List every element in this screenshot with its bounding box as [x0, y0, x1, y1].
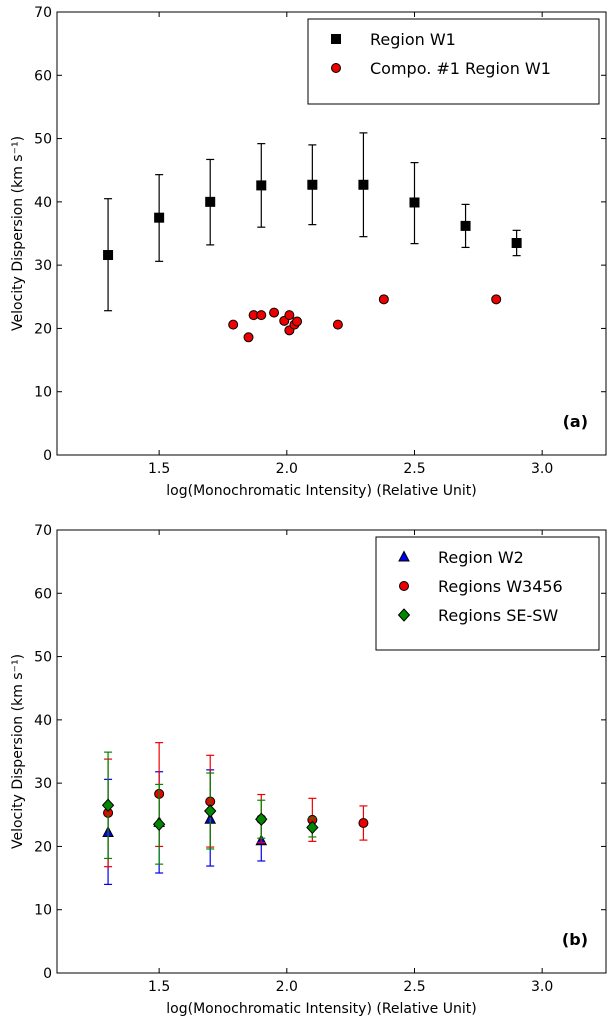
- data-point: [292, 316, 303, 327]
- y-tick-label: 0: [43, 966, 52, 982]
- x-tick-label: 2.5: [403, 461, 425, 477]
- legend-entry: Regions SE-SW: [438, 606, 558, 625]
- series-region-w2: [102, 769, 268, 886]
- data-point: [154, 212, 165, 223]
- chart-panel-b: 1.5 2.0 2.5 3.0 0 10 20 30 40 50 60 70 log(Monochrom…: [10, 523, 607, 1017]
- legend-entry: Region W2: [438, 548, 524, 567]
- legend-marker: [331, 63, 341, 73]
- x-tick-label: 3.0: [531, 461, 553, 477]
- y-axis-label: Velocity Dispersion (km s⁻¹): [10, 654, 26, 849]
- legend-entry: Compo. #1 Region W1: [370, 59, 551, 78]
- y-tick-label: 40: [34, 713, 52, 729]
- plot-frame: [56, 11, 607, 456]
- x-tick-label: 1.5: [148, 461, 170, 477]
- legend-box: [375, 536, 600, 651]
- y-axis-label: Velocity Dispersion (km s⁻¹): [10, 136, 26, 331]
- data-point: [205, 196, 216, 207]
- data-point: [284, 310, 295, 321]
- plot-frame: [56, 529, 607, 974]
- y-tick-label: 40: [34, 195, 52, 211]
- panel-label: (a): [563, 412, 588, 431]
- y-tick-label: 70: [34, 5, 52, 21]
- data-point: [228, 319, 239, 330]
- y-tick-label: 70: [34, 523, 52, 539]
- x-tick-label: 2.5: [403, 979, 425, 995]
- data-point: [332, 319, 343, 330]
- x-tick-label: 3.0: [531, 979, 553, 995]
- data-point: [269, 307, 280, 318]
- data-point: [204, 804, 217, 818]
- chart-panel-a: 1.5 2.0 2.5 3.0 0 10 20 30 40 50 60 70 log(Monochrom…: [10, 5, 607, 499]
- data-point: [460, 220, 471, 231]
- y-tick-label: 10: [34, 903, 52, 919]
- x-axis-label: log(Monochromatic Intensity) (Relative U…: [166, 1001, 476, 1017]
- series-regions-se-sw: [101, 751, 319, 865]
- series-regions-w3456: [103, 742, 369, 868]
- series-region-w1: [103, 132, 522, 312]
- panel-label: (b): [562, 930, 588, 949]
- legend: Region W1 Compo. #1 Region W1: [307, 18, 600, 105]
- series-compo-1-region-w1: [228, 294, 502, 343]
- legend-entry: Region W1: [370, 30, 456, 49]
- x-tick-label: 2.0: [276, 461, 298, 477]
- x-axis-label: log(Monochromatic Intensity) (Relative U…: [166, 483, 476, 499]
- y-tick-label: 30: [34, 776, 52, 792]
- y-tick-label: 20: [34, 321, 52, 337]
- data-point: [152, 817, 166, 832]
- data-point: [256, 310, 267, 321]
- data-point: [409, 197, 420, 208]
- data-point: [243, 332, 254, 343]
- legend-marker: [399, 581, 409, 591]
- y-tick-label: 50: [34, 650, 52, 666]
- x-tick-label: 2.0: [276, 979, 298, 995]
- data-point: [511, 237, 522, 248]
- legend: Region W2 Regions W3456 Regions SE-SW: [375, 536, 600, 651]
- y-tick-label: 0: [43, 448, 52, 464]
- data-point: [491, 294, 502, 305]
- legend-box: [307, 18, 600, 105]
- data-point: [255, 812, 268, 826]
- data-point: [306, 820, 319, 835]
- legend-marker: [398, 550, 410, 562]
- data-point: [378, 294, 389, 305]
- data-point: [256, 180, 267, 191]
- data-point: [358, 179, 369, 190]
- data-point: [103, 250, 114, 261]
- legend-marker: [397, 608, 411, 622]
- y-tick-label: 10: [34, 385, 52, 401]
- y-tick-label: 20: [34, 839, 52, 855]
- y-tick-label: 50: [34, 132, 52, 148]
- y-tick-label: 60: [34, 68, 52, 84]
- y-tick-label: 30: [34, 258, 52, 274]
- legend-marker: [331, 34, 341, 44]
- x-tick-label: 1.5: [148, 979, 170, 995]
- legend-entry: Regions W3456: [438, 577, 563, 596]
- data-point: [101, 798, 115, 813]
- y-tick-label: 60: [34, 586, 52, 602]
- data-point: [358, 818, 369, 829]
- data-point: [307, 179, 318, 190]
